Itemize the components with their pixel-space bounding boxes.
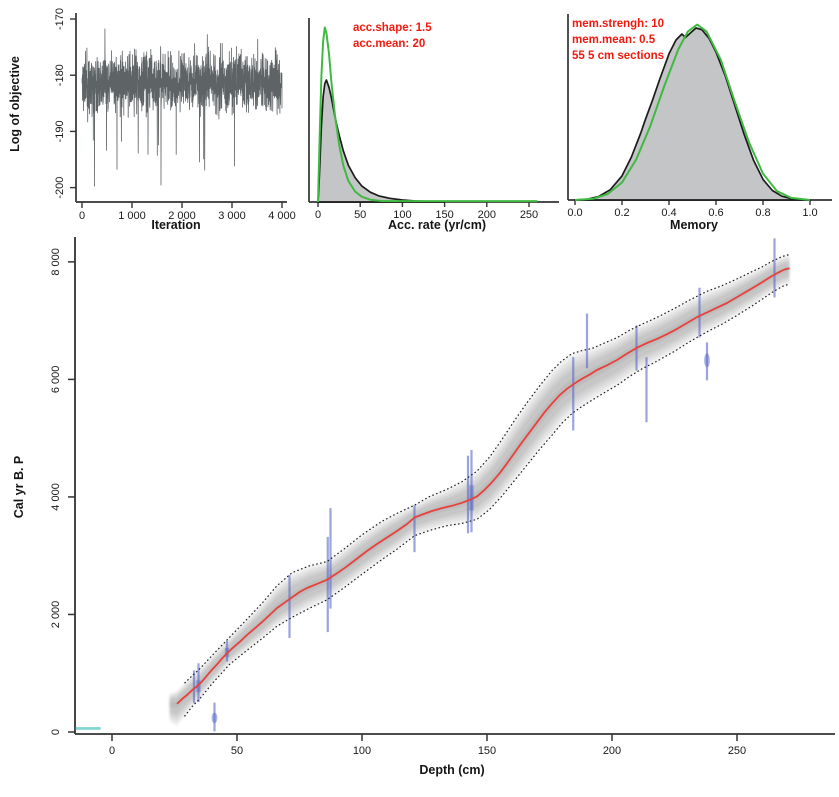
memory-panel-x-tick-label: 0.4 <box>661 207 676 219</box>
main-x-tick-label: 50 <box>231 745 243 757</box>
main-x-tick-label: 0 <box>109 745 115 757</box>
date-marker-blob <box>704 353 710 368</box>
memory-panel-x-tick-label: 1.0 <box>802 207 817 219</box>
trace-y-tick-label: -180 <box>54 64 66 86</box>
main-x-tick-label: 100 <box>353 745 371 757</box>
memory-prior-annotation: mem.strengh: 10 mem.mean: 0.5 55 5 cm se… <box>572 16 664 64</box>
age-depth-panel: 0 2 000 4 000 6 000 8 000 0 50 100 150 200 250 <box>50 237 835 757</box>
mem-mean-text: mem.mean: 0.5 <box>572 34 656 46</box>
acc-rate-panel-x-tick-label: 200 <box>478 209 496 221</box>
acc-prior-annotation: acc.shape: 1.5 acc.mean: 20 <box>353 20 432 52</box>
lower-confidence-bound <box>184 283 790 717</box>
date-marker-blob <box>211 712 218 724</box>
trace-series <box>81 28 283 187</box>
mem-strength-text: mem.strengh: 10 <box>572 18 665 30</box>
memory-panel-posterior <box>574 27 811 201</box>
memory-panel: 0.0 0.2 0.4 0.6 0.8 1.0 <box>567 14 832 219</box>
memory-panel-x-tick-label: 0.8 <box>755 207 770 219</box>
trace-y-tick-label: -170 <box>54 8 66 30</box>
uncertainty-cloud <box>169 254 790 727</box>
acc-rate-panel-x-tick-label: 250 <box>520 209 538 221</box>
memory-x-axis-title: Memory <box>670 218 718 232</box>
trace-x-axis-title: Iteration <box>151 218 201 232</box>
cloud-band <box>169 263 790 712</box>
main-y-axis-title: Cal yr B. P <box>12 455 26 519</box>
main-x-tick-label: 200 <box>603 745 621 757</box>
acc-shape-text: acc.shape: 1.5 <box>353 22 432 34</box>
acc-rate-panel: 0 50 100 150 200 250 <box>308 18 559 221</box>
main-y-tick-label: 0 <box>50 729 62 735</box>
trace-x-tick-label: 0 <box>79 210 85 222</box>
main-y-tick-label: 6 000 <box>50 366 62 394</box>
acc-rate-panel-x-tick-label: 150 <box>435 209 453 221</box>
acc-rate-panel-posterior <box>317 79 446 203</box>
trace-x-tick-label: 1 000 <box>118 210 146 222</box>
acc-rate-panel-x-tick-label: 50 <box>354 209 366 221</box>
trace-x-tick-label: 4 000 <box>268 210 296 222</box>
date-markers <box>192 238 776 732</box>
main-x-tick-label: 150 <box>478 745 496 757</box>
acc-rate-panel-prior <box>317 26 538 203</box>
acc-rate-panel-x-tick-label: 100 <box>393 209 411 221</box>
trace-panel: -170 -180 -190 -200 0 1 000 2 000 3 000 4 000 <box>54 8 296 222</box>
trace-x-tick-label: 2 000 <box>168 210 196 222</box>
trace-y-tick-label: -190 <box>54 120 66 142</box>
acc-rate-x-axis-title: Acc. rate (yr/cm) <box>388 218 486 232</box>
memory-panel-prior <box>574 23 811 201</box>
acc-rate-panel-x-tick-label: 0 <box>315 209 321 221</box>
main-x-tick-label: 250 <box>728 745 746 757</box>
main-axes <box>74 237 835 735</box>
memory-panel-x-tick-label: 0.6 <box>708 207 723 219</box>
trace-y-tick-label: -200 <box>54 177 66 199</box>
main-y-tick-label: 8 000 <box>50 248 62 276</box>
trace-y-axis-title: Log of objective <box>8 56 22 152</box>
main-x-axis-title: Depth (cm) <box>419 763 485 777</box>
memory-panel-x-tick-label: 0.2 <box>614 207 629 219</box>
mem-sections-text: 55 5 cm sections <box>572 50 665 62</box>
median-age-curve <box>176 267 790 705</box>
main-y-tick-label: 2 000 <box>50 601 62 629</box>
main-y-tick-label: 4 000 <box>50 483 62 511</box>
trace-x-tick-label: 3 000 <box>218 210 246 222</box>
acc-mean-text: acc.mean: 20 <box>353 38 426 50</box>
upper-confidence-bound <box>184 253 790 684</box>
memory-panel-x-tick-label: 0.0 <box>567 207 582 219</box>
